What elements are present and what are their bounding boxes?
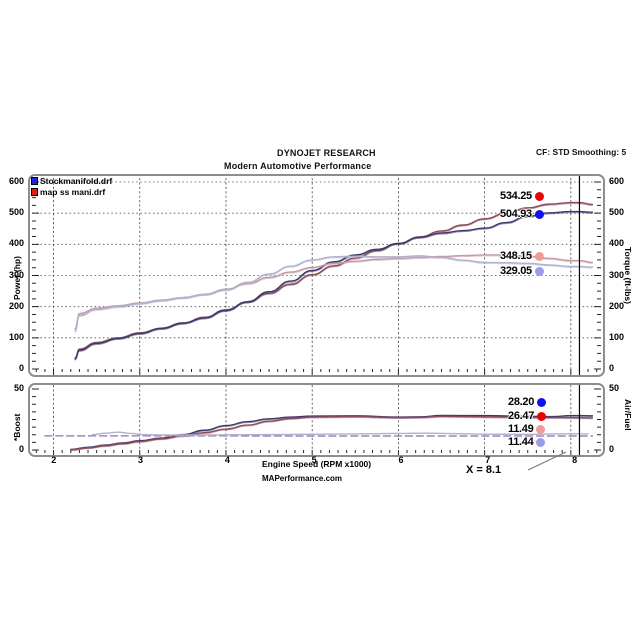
dynojet-brand-title: DYNOJET RESEARCH: [277, 148, 376, 158]
power-tick-100: 100: [8, 331, 24, 342]
readout-marker-dot-icon: [534, 266, 544, 276]
x-axis-title: Engine Speed (RPM x1000): [262, 459, 372, 469]
boost-tick-50: 50: [13, 383, 24, 393]
readout-marker-dot-icon: [536, 437, 546, 447]
power-torque-plot-area: [30, 176, 603, 375]
readout-value: 504.93: [500, 208, 532, 220]
torque-tick-500: 500: [609, 207, 625, 218]
series-legend: Stockmanifold.drf map ss mani.drf: [31, 176, 112, 198]
power-tick-0: 0: [18, 363, 24, 373]
power-axis-ticks: [31, 181, 602, 375]
readout-value: 11.49: [508, 423, 534, 435]
boost-afr-series: [44, 414, 594, 452]
legend-label-stockmanifold: Stockmanifold.drf: [40, 175, 113, 186]
legend-item-stockmanifold[interactable]: Stockmanifold.drf: [31, 176, 112, 186]
boost-afr-svg: [31, 385, 602, 455]
power-torque-svg: [31, 176, 602, 375]
power-tick-200: 200: [8, 300, 24, 311]
readout-26-47: 26.47: [508, 410, 547, 422]
cursor-x-value-label: X = 8.1: [466, 464, 502, 476]
readout-value: 348.15: [500, 250, 532, 262]
readout-value: 26.47: [508, 410, 535, 422]
rpm-tick-7: 7: [485, 455, 491, 465]
rpm-tick-6: 6: [398, 455, 404, 465]
rpm-tick-3: 3: [138, 455, 144, 465]
watermark-label: MAPerformance.com: [262, 474, 343, 483]
rpm-tick-5: 5: [311, 455, 317, 465]
readout-value: 534.25: [500, 190, 532, 202]
power-tick-300: 300: [8, 269, 24, 280]
readout-marker-dot-icon: [537, 397, 547, 407]
torque-axis-title: Torque (ft-lbs): [623, 247, 633, 304]
legend-label-map-ss-mani: map ss mani.drf: [40, 186, 106, 197]
readout-marker-dot-icon: [534, 191, 544, 201]
readout-marker-dot-icon: [536, 424, 546, 434]
boost-afr-plot-area: [30, 385, 603, 455]
power-axis-title: Power (hp): [12, 256, 22, 300]
rpm-tick-4: 4: [224, 455, 230, 465]
afr-tick-0: 0: [609, 444, 615, 454]
readout-28-20: 28.20: [508, 396, 547, 408]
boost-axis-title: *Boost: [12, 413, 22, 441]
readout-marker-dot-icon: [534, 209, 544, 219]
power-tick-400: 400: [8, 238, 24, 249]
readout-marker-dot-icon: [537, 411, 547, 421]
correction-smoothing-label: CF: STD Smoothing: 5: [536, 147, 627, 157]
power-torque-panel: [28, 174, 605, 377]
power-tick-500: 500: [8, 207, 24, 218]
readout-11-49: 11.49: [508, 423, 546, 435]
torque-tick-100: 100: [609, 331, 625, 342]
torque-tick-400: 400: [609, 238, 625, 249]
readout-504-93: 504.93: [500, 208, 544, 220]
readout-marker-dot-icon: [534, 251, 544, 261]
boost-tick-0: 0: [18, 444, 24, 454]
readout-value: 11.44: [508, 436, 534, 448]
rpm-tick-8: 8: [572, 455, 578, 465]
legend-swatch-red-icon: [31, 188, 38, 196]
boost-grid-lines: [53, 385, 572, 450]
afr-axis-title: Air/Fuel: [623, 399, 633, 431]
rpm-tick-2: 2: [51, 455, 57, 465]
boost-axis-ticks: [31, 388, 602, 455]
power-tick-600: 600: [8, 176, 24, 186]
shop-name-title: Modern Automotive Performance: [224, 161, 372, 171]
readout-534-25: 534.25: [500, 190, 544, 202]
torque-tick-600: 600: [609, 176, 625, 186]
readout-value: 28.20: [508, 396, 535, 408]
torque-tick-300: 300: [609, 269, 625, 280]
afr-tick-50: 50: [609, 383, 620, 393]
readout-329-05: 329.05: [500, 265, 544, 277]
legend-item-map-ss-mani[interactable]: map ss mani.drf: [31, 187, 112, 197]
legend-swatch-blue-icon: [31, 177, 38, 185]
readout-value: 329.05: [500, 265, 532, 277]
readout-11-44: 11.44: [508, 436, 546, 448]
power-torque-series: [74, 201, 594, 361]
power-grid-lines: [31, 178, 602, 369]
readout-348-15: 348.15: [500, 250, 544, 262]
torque-tick-200: 200: [609, 300, 625, 311]
torque-tick-0: 0: [609, 363, 615, 373]
boost-afr-panel: [28, 383, 605, 457]
